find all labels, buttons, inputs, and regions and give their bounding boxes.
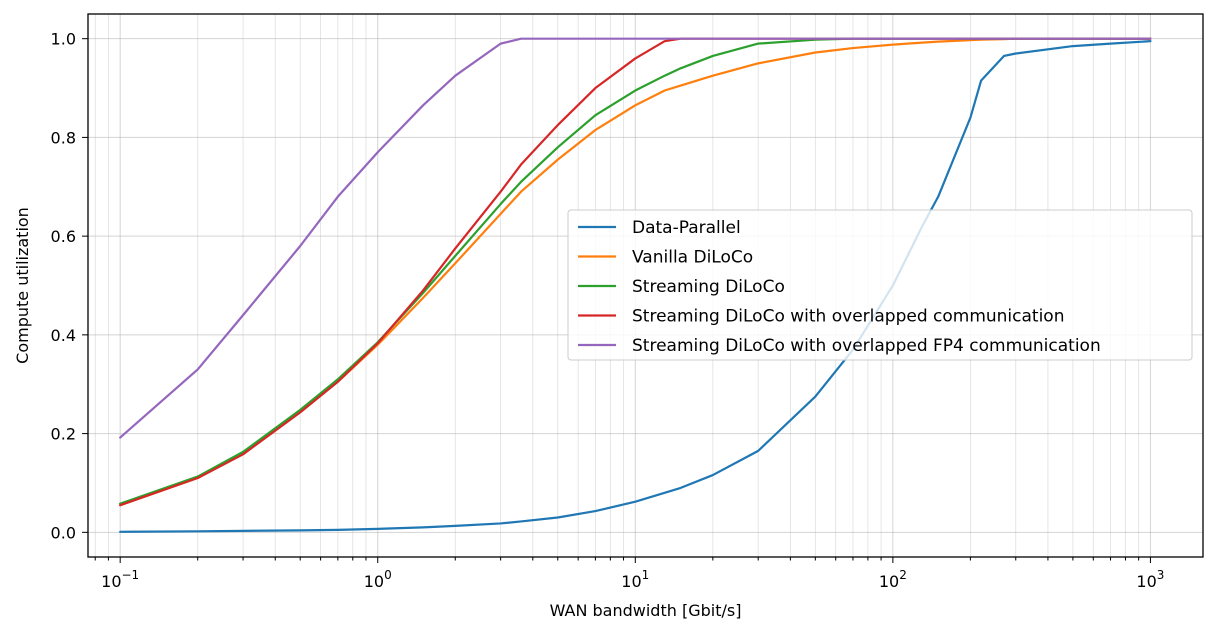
x-axis-label: WAN bandwidth [Gbit/s] <box>550 601 742 620</box>
legend-label: Streaming DiLoCo with overlapped FP4 com… <box>632 336 1101 356</box>
x-tick-label: 103 <box>1136 568 1164 591</box>
x-tick-label: 10−1 <box>101 568 139 591</box>
y-tick-label: 0.4 <box>51 326 76 345</box>
axis-ticks: 0.0 0.2 0.4 0.6 0.8 1.0 10−1 100 101 102 103 <box>51 30 1165 591</box>
legend-label: Streaming DiLoCo with overlapped communi… <box>632 307 1065 327</box>
y-axis-label: Compute utilization <box>13 207 32 364</box>
y-tick-label: 0.2 <box>51 425 76 444</box>
series-lines <box>119 37 1152 533</box>
series-line-4 <box>119 37 1152 439</box>
legend-label: Vanilla DiLoCo <box>632 248 753 268</box>
y-tick-label: 0.6 <box>51 227 76 246</box>
legend-box <box>567 209 1193 361</box>
legend-label: Data-Parallel <box>632 218 741 238</box>
x-tick-label: 101 <box>621 568 649 591</box>
legend: Data-Parallel Vanilla DiLoCo Streaming DiL… <box>567 209 1193 361</box>
x-tick-label: 100 <box>364 568 392 591</box>
plot-frame <box>87 13 1204 558</box>
y-tick-label: 0.0 <box>51 523 76 542</box>
y-tick-label: 0.8 <box>51 128 76 147</box>
y-tick-label: 1.0 <box>51 30 76 49</box>
legend-label: Streaming DiLoCo <box>632 277 785 297</box>
series-line-0 <box>119 40 1152 533</box>
x-tick-label: 102 <box>879 568 907 591</box>
